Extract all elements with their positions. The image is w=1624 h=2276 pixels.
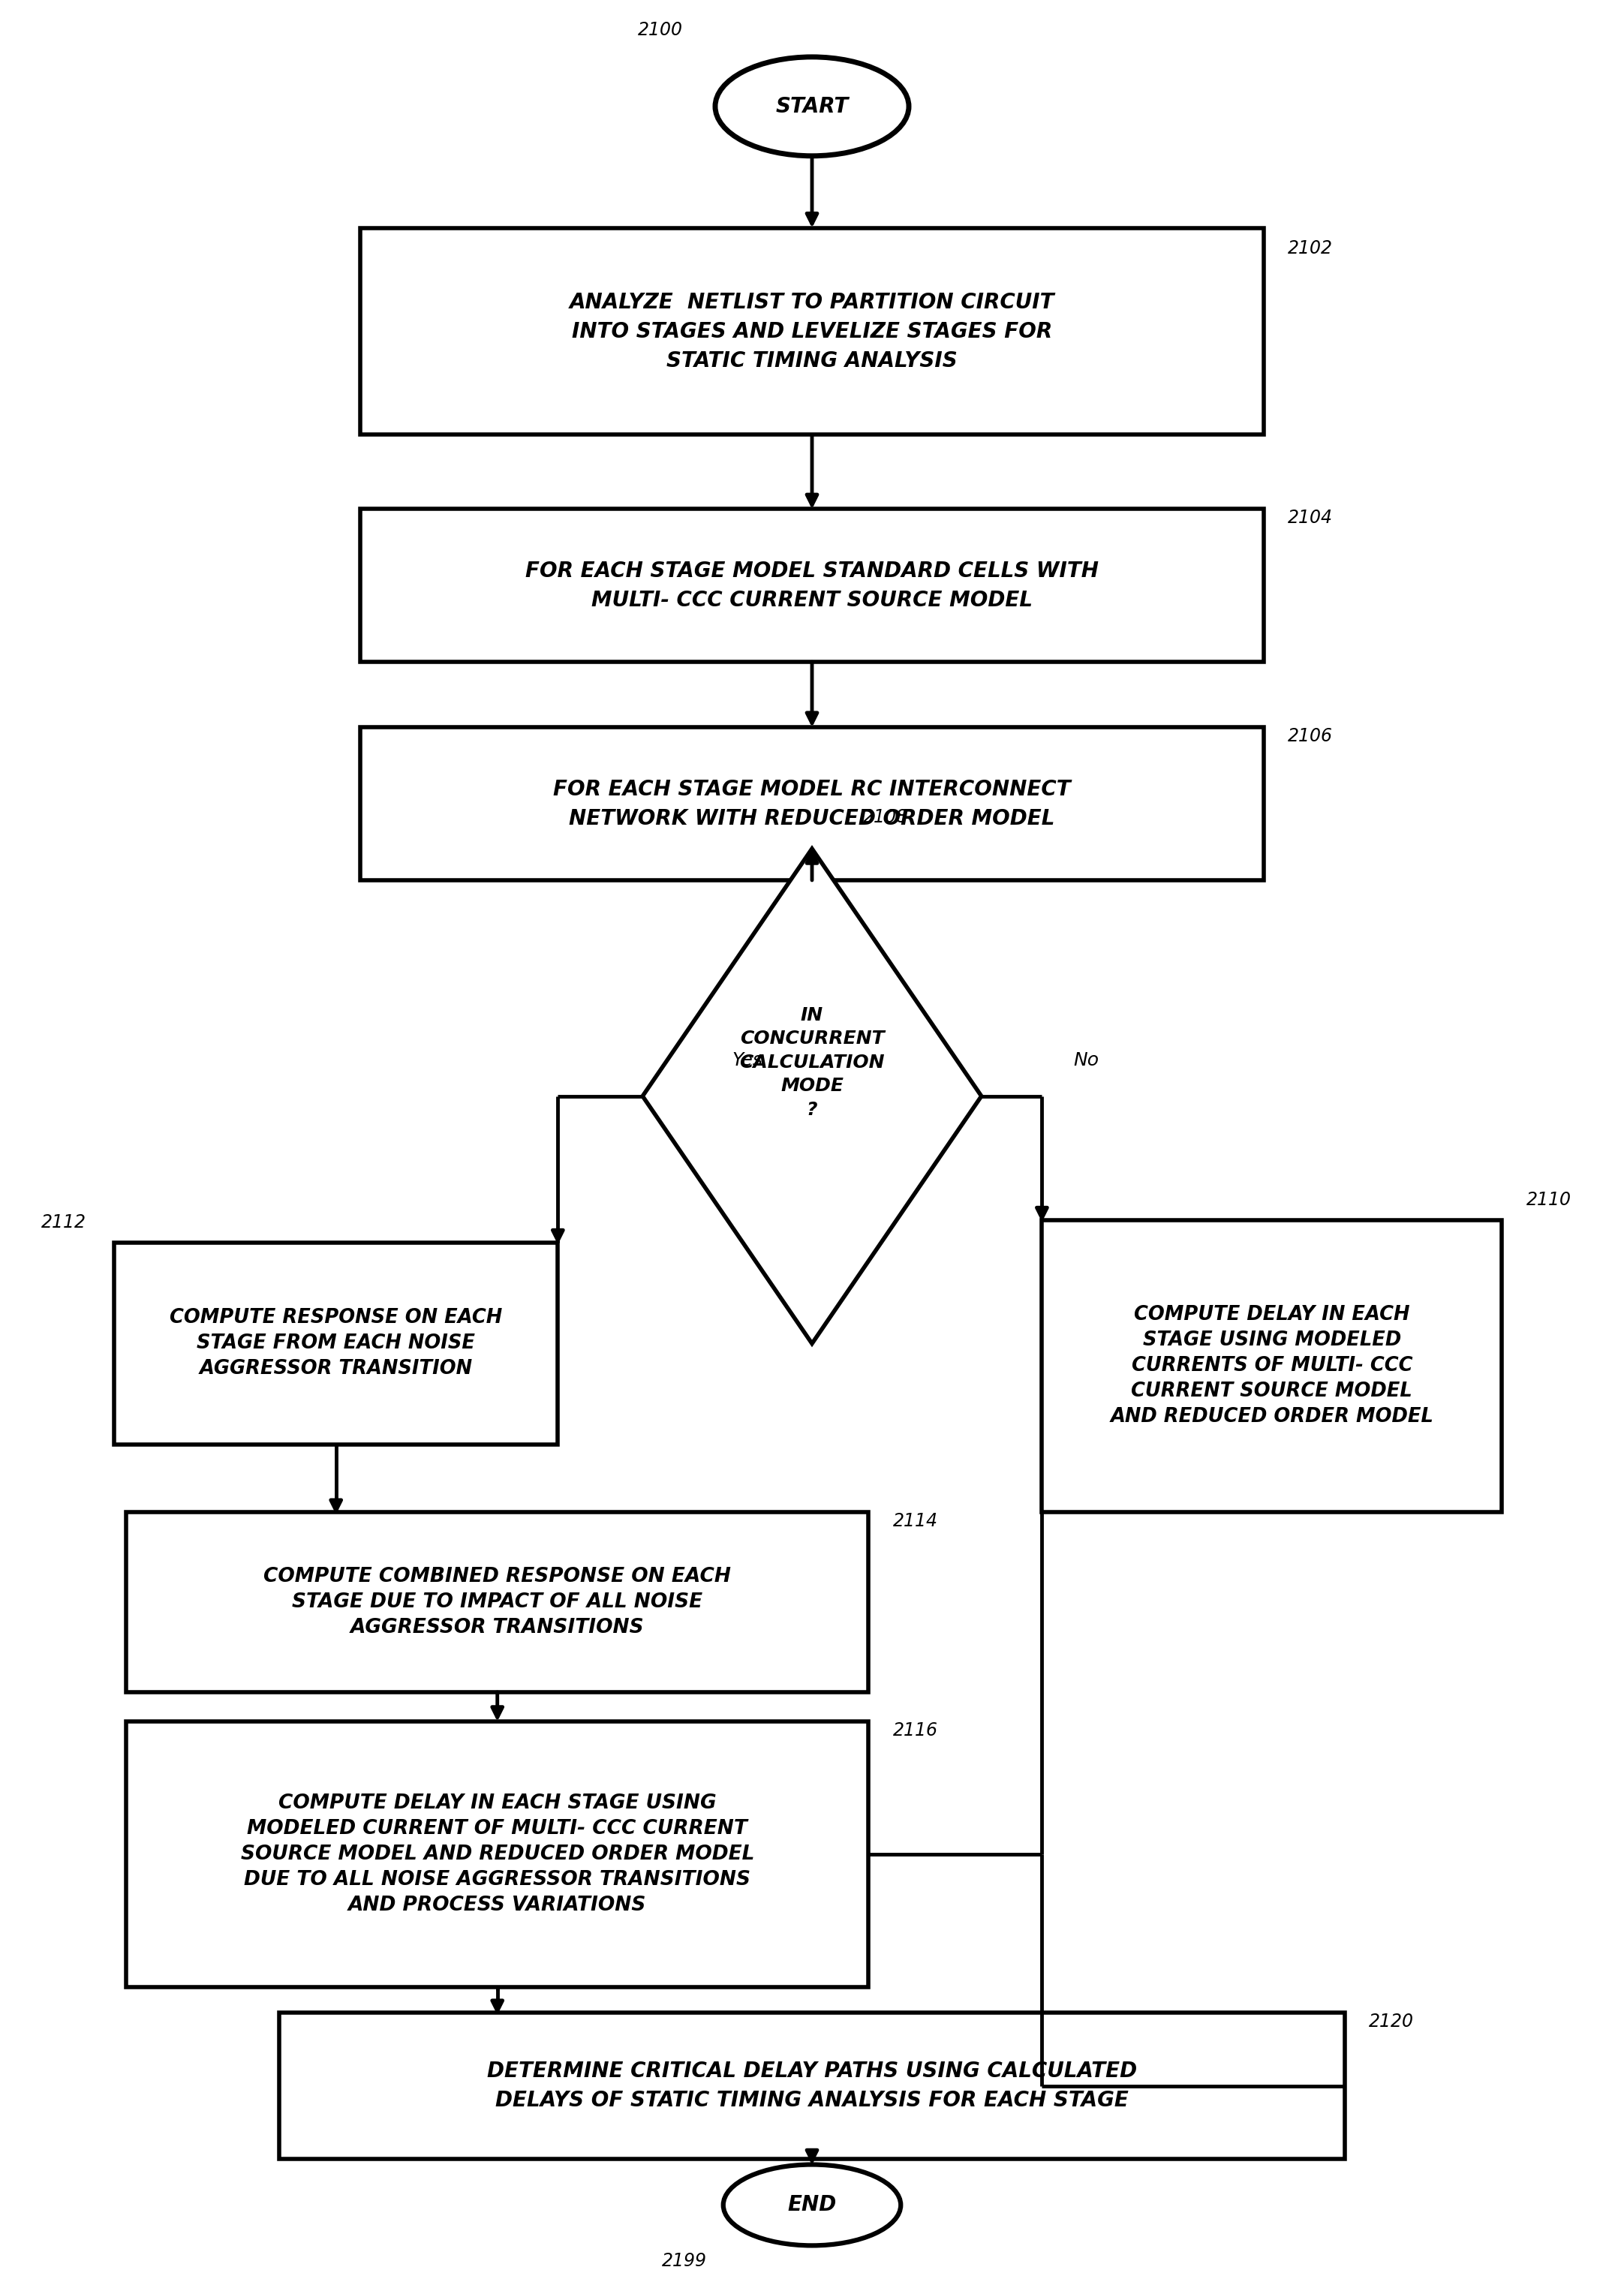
Text: IN
CONCURRENT
CALCULATION
MODE
?: IN CONCURRENT CALCULATION MODE ? — [739, 1006, 885, 1120]
Text: 2108: 2108 — [862, 808, 908, 826]
Text: ANALYZE  NETLIST TO PARTITION CIRCUIT
INTO STAGES AND LEVELIZE STAGES FOR
STATIC: ANALYZE NETLIST TO PARTITION CIRCUIT INT… — [570, 291, 1054, 371]
Bar — [1043, 1220, 1502, 1511]
Bar — [127, 1721, 869, 1987]
Text: 2106: 2106 — [1288, 728, 1333, 744]
Text: COMPUTE RESPONSE ON EACH
STAGE FROM EACH NOISE
AGGRESSOR TRANSITION: COMPUTE RESPONSE ON EACH STAGE FROM EACH… — [169, 1309, 502, 1379]
Bar — [279, 2012, 1345, 2160]
Text: Yes: Yes — [732, 1052, 763, 1070]
Text: No: No — [1073, 1052, 1099, 1070]
Text: START: START — [776, 96, 848, 116]
Text: 2120: 2120 — [1369, 2012, 1415, 2030]
Text: 2104: 2104 — [1288, 510, 1333, 528]
Text: END: END — [788, 2194, 836, 2215]
Text: 2110: 2110 — [1527, 1190, 1570, 1209]
Bar — [127, 1511, 869, 1691]
Text: COMPUTE DELAY IN EACH STAGE USING
MODELED CURRENT OF MULTI- CCC CURRENT
SOURCE M: COMPUTE DELAY IN EACH STAGE USING MODELE… — [240, 1793, 754, 1914]
Text: 2199: 2199 — [663, 2253, 706, 2269]
Polygon shape — [643, 849, 981, 1343]
Bar — [361, 728, 1263, 881]
Ellipse shape — [715, 57, 909, 157]
Text: 2102: 2102 — [1288, 239, 1333, 257]
Bar — [361, 510, 1263, 662]
Text: 2116: 2116 — [893, 1721, 937, 1739]
Text: 2112: 2112 — [42, 1213, 86, 1231]
Text: 2114: 2114 — [893, 1511, 937, 1529]
Text: COMPUTE COMBINED RESPONSE ON EACH
STAGE DUE TO IMPACT OF ALL NOISE
AGGRESSOR TRA: COMPUTE COMBINED RESPONSE ON EACH STAGE … — [263, 1566, 731, 1636]
Text: FOR EACH STAGE MODEL RC INTERCONNECT
NETWORK WITH REDUCED ORDER MODEL: FOR EACH STAGE MODEL RC INTERCONNECT NET… — [554, 778, 1070, 828]
Bar — [114, 1243, 559, 1445]
Text: 2100: 2100 — [638, 20, 684, 39]
Text: FOR EACH STAGE MODEL STANDARD CELLS WITH
MULTI- CCC CURRENT SOURCE MODEL: FOR EACH STAGE MODEL STANDARD CELLS WITH… — [525, 560, 1099, 610]
Ellipse shape — [723, 2164, 901, 2246]
Bar — [361, 228, 1263, 435]
Text: COMPUTE DELAY IN EACH
STAGE USING MODELED
CURRENTS OF MULTI- CCC
CURRENT SOURCE : COMPUTE DELAY IN EACH STAGE USING MODELE… — [1111, 1304, 1434, 1427]
Text: DETERMINE CRITICAL DELAY PATHS USING CALCULATED
DELAYS OF STATIC TIMING ANALYSIS: DETERMINE CRITICAL DELAY PATHS USING CAL… — [487, 2060, 1137, 2110]
